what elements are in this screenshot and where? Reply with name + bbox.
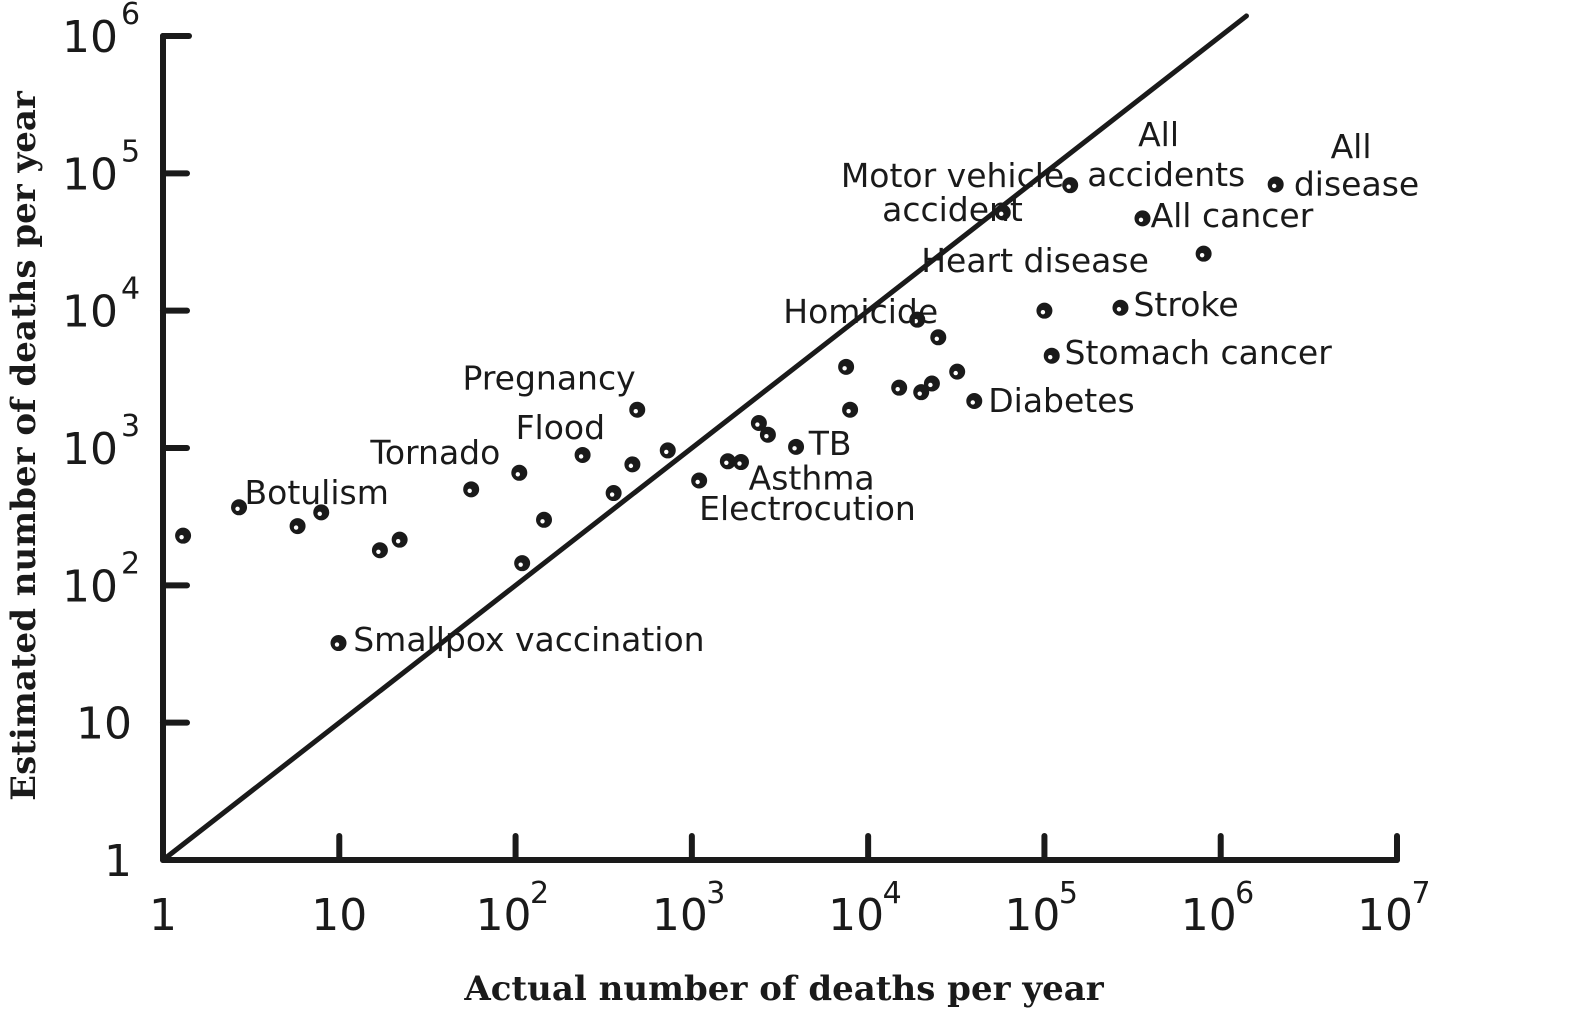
data-point	[923, 375, 940, 392]
y-tick-exponent: 4	[121, 272, 140, 307]
y-tick-label: 10	[62, 561, 118, 612]
data-point	[750, 415, 767, 432]
x-tick-exponent: 4	[883, 876, 902, 911]
data-point	[719, 453, 736, 470]
data-point	[1036, 302, 1053, 319]
x-tick-label: 10	[1357, 890, 1413, 941]
x-tick-label: 10	[652, 890, 708, 941]
data-point	[330, 635, 347, 652]
y-tick-label: 10	[76, 699, 132, 750]
x-axis-title: Actual number of deaths per year	[463, 969, 1104, 1009]
data-point	[629, 401, 646, 418]
point-label: Stomach cancer	[1065, 333, 1333, 372]
x-axis-ticks: 1 10 102 103 104 105 106 107	[149, 833, 1431, 941]
point-label: TB	[808, 424, 852, 463]
data-point	[659, 442, 676, 459]
data-point	[371, 542, 388, 559]
data-point	[913, 384, 930, 401]
data-point	[994, 204, 1011, 221]
data-point	[691, 472, 708, 489]
point-label: All	[1331, 127, 1372, 166]
data-point	[536, 511, 553, 528]
data-point	[1112, 299, 1129, 316]
data-point	[949, 363, 966, 380]
x-tick-label: 10	[311, 890, 367, 941]
point-label: All cancer	[1151, 196, 1314, 235]
x-tick-label: 1	[149, 890, 177, 941]
point-label: Electrocution	[699, 489, 916, 528]
y-axis-title: Estimated number of deaths per year	[4, 90, 44, 801]
point-label: accident	[882, 190, 1023, 229]
x-tick-exponent: 5	[1059, 876, 1078, 911]
data-point	[574, 446, 591, 463]
x-tick-label: 10	[828, 890, 884, 941]
data-point	[463, 481, 480, 498]
reference-line-group	[160, 13, 1249, 863]
data-point	[759, 426, 776, 443]
x-tick-label: 10	[1004, 890, 1060, 941]
x-tick-exponent: 3	[706, 876, 725, 911]
x-tick-exponent: 2	[530, 876, 549, 911]
x-tick-exponent: 6	[1235, 876, 1254, 911]
data-point	[514, 555, 531, 572]
y-tick-label: 1	[104, 836, 132, 887]
y-tick-exponent: 2	[121, 546, 140, 581]
point-label: Motor vehicle	[841, 156, 1064, 195]
data-point	[909, 311, 926, 328]
point-label: Tornado	[369, 433, 500, 472]
x-tick-label: 10	[476, 890, 532, 941]
data-point	[231, 499, 248, 516]
y-tick-label: 10	[62, 149, 118, 200]
y-tick-exponent: 3	[121, 409, 140, 444]
point-label: Heart disease	[921, 241, 1149, 280]
point-label: disease	[1294, 164, 1419, 203]
point-label: Stroke	[1133, 285, 1238, 324]
point-label: All	[1138, 115, 1179, 154]
data-point	[624, 456, 641, 473]
point-label: Pregnancy	[463, 359, 636, 398]
data-point	[605, 485, 622, 502]
x-tick-exponent: 7	[1411, 876, 1430, 911]
data-point	[838, 358, 855, 375]
point-label: Flood	[516, 408, 605, 447]
data-point	[1134, 210, 1151, 227]
data-point	[175, 527, 192, 544]
y-tick-label: 10	[62, 424, 118, 475]
data-point	[511, 464, 528, 481]
data-point	[289, 518, 306, 535]
point-label: Diabetes	[988, 381, 1135, 420]
data-point	[788, 438, 805, 455]
data-point	[1267, 176, 1284, 193]
data-point	[1043, 347, 1060, 364]
data-point	[891, 379, 908, 396]
data-point	[313, 504, 330, 521]
data-point	[930, 329, 947, 346]
y-tick-label: 10	[62, 12, 118, 63]
point-label: Asthma	[749, 458, 875, 497]
x-tick-label: 10	[1181, 890, 1237, 941]
point-label: accidents	[1087, 155, 1245, 194]
y-tick-label: 10	[62, 287, 118, 338]
point-label: Botulism	[245, 473, 389, 512]
point-label: Smallpox vaccination	[353, 620, 704, 659]
data-point	[391, 531, 408, 548]
y-tick-exponent: 6	[121, 0, 140, 32]
data-point	[732, 454, 749, 471]
data-points	[175, 176, 1284, 652]
y-tick-exponent: 5	[121, 134, 140, 169]
data-point	[1062, 177, 1079, 194]
data-point	[842, 401, 859, 418]
data-point	[966, 392, 983, 409]
reference-line	[160, 13, 1249, 863]
point-label: Homicide	[783, 292, 938, 331]
data-point	[1195, 245, 1212, 262]
